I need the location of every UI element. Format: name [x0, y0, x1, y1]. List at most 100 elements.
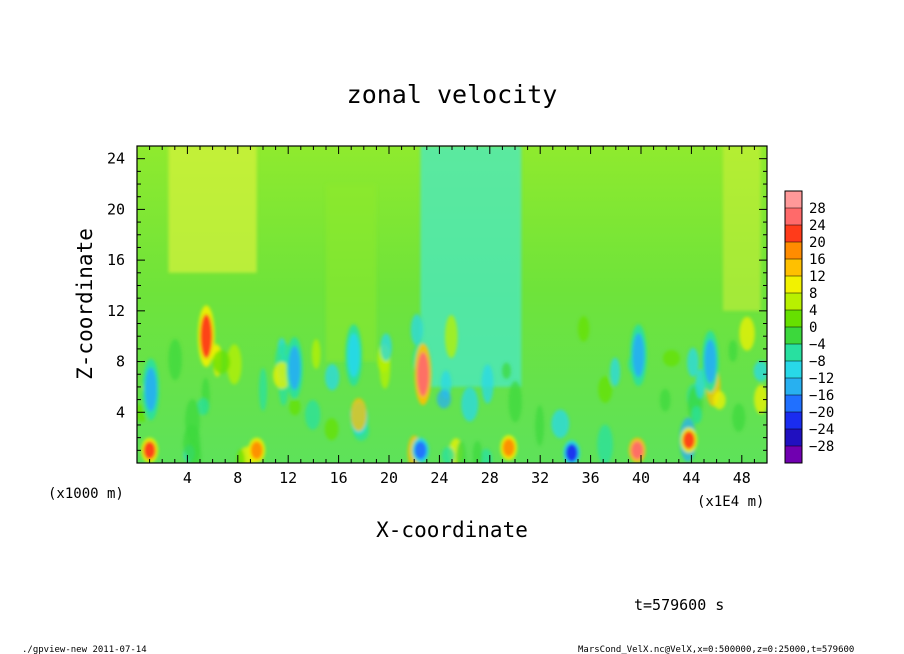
field-band-1 — [168, 146, 257, 273]
source-label: MarsCond_VelX.nc@VelX,x=0:500000,z=0:250… — [578, 645, 854, 654]
field-cell — [212, 350, 231, 374]
chart-title: zonal velocity — [347, 80, 558, 109]
colorbar-label: −16 — [809, 388, 834, 404]
field-cell — [695, 368, 706, 399]
field-feature-core — [144, 367, 157, 412]
x-tick-label: 36 — [582, 469, 600, 487]
field-cell — [441, 446, 455, 463]
colorbar-label: −20 — [809, 405, 834, 421]
y-tick-label: 24 — [107, 150, 125, 168]
field-feature-core — [414, 441, 427, 460]
field-feature-core — [347, 333, 360, 378]
field-cell — [728, 340, 738, 362]
field-feature-core — [250, 441, 263, 460]
field-cell — [305, 399, 321, 430]
colorbar-swatch — [785, 327, 802, 344]
colorbar-swatch — [785, 378, 802, 395]
colorbar-label: 16 — [809, 252, 826, 268]
field-cell — [551, 409, 570, 439]
field-feature-core — [704, 339, 717, 384]
field-cell — [687, 347, 699, 377]
x-axis-label: X-coordinate — [376, 518, 528, 542]
field-cell — [325, 363, 340, 391]
colorbar-swatch — [785, 395, 802, 412]
field-cell — [311, 339, 321, 370]
colorbar-swatch — [785, 412, 802, 429]
field-cell — [577, 316, 590, 342]
field-cell — [185, 398, 200, 442]
field-cell — [691, 406, 702, 424]
field-cell — [456, 440, 467, 463]
field-cell — [236, 449, 246, 463]
colorbar-label: 0 — [809, 320, 817, 336]
y-tick-label: 12 — [107, 302, 125, 320]
colorbar-swatch — [785, 344, 802, 361]
field-cell — [662, 349, 681, 367]
colorbar-swatch — [785, 276, 802, 293]
field-cell — [659, 388, 671, 412]
field-cell — [350, 398, 367, 432]
field-feature-core — [682, 431, 695, 450]
y-tick-label: 16 — [107, 251, 125, 269]
y-axis-label: Z-coordinate — [73, 228, 97, 380]
field-cell — [598, 376, 613, 403]
y-tick-label: 20 — [107, 200, 125, 218]
field-feature-core — [417, 352, 430, 397]
field-cell — [461, 386, 479, 422]
field-cell — [597, 424, 613, 463]
field-band-2 — [420, 146, 522, 387]
colorbar-label: −28 — [809, 439, 834, 455]
field-cell — [168, 338, 182, 381]
field-cell — [258, 367, 268, 411]
colorbar-swatch — [785, 429, 802, 446]
field-feature-core — [565, 443, 578, 462]
x-tick-label: 44 — [682, 469, 700, 487]
x-tick-label: 28 — [481, 469, 499, 487]
field-feature-core — [632, 333, 645, 378]
field-cell — [739, 316, 755, 351]
field-feature-core — [288, 345, 301, 390]
field-cell — [226, 344, 242, 385]
x-tick-label: 32 — [531, 469, 549, 487]
field-band-3 — [722, 146, 761, 311]
x-tick-label: 16 — [330, 469, 348, 487]
x-tick-label: 8 — [233, 469, 242, 487]
field-cell — [609, 357, 621, 387]
colorbar-swatch — [785, 242, 802, 259]
x-tick-label: 48 — [733, 469, 751, 487]
field-cell — [380, 333, 392, 362]
colorbar-swatch — [785, 293, 802, 310]
field-cell — [732, 403, 746, 432]
field-cell — [501, 362, 511, 379]
x-tick-label: 40 — [632, 469, 650, 487]
colorbar-swatch — [785, 361, 802, 378]
colorbar-label: 20 — [809, 235, 826, 251]
x-tick-label: 24 — [430, 469, 448, 487]
field-cell — [444, 315, 458, 359]
colorbar-swatch — [785, 446, 802, 463]
colorbar-swatch — [785, 225, 802, 242]
field-cell — [410, 313, 423, 346]
colorbar-label: 24 — [809, 218, 826, 234]
colorbar-label: 8 — [809, 286, 817, 302]
field-feature-core — [631, 441, 644, 460]
field-feature-core — [200, 314, 213, 359]
colorbar-swatch — [785, 191, 802, 208]
colorbar-label: 12 — [809, 269, 826, 285]
colorbar-label: −8 — [809, 354, 826, 370]
program-label: ./gpview-new 2011-07-14 — [22, 645, 147, 654]
field-feature-core — [502, 438, 515, 457]
field-cell — [508, 381, 522, 423]
x-tick-label: 20 — [380, 469, 398, 487]
colorbar-swatch — [785, 208, 802, 225]
field-cell — [713, 391, 726, 410]
y-tick-label: 4 — [116, 403, 125, 421]
field-cell — [324, 418, 339, 441]
colorbar-label: −12 — [809, 371, 834, 387]
field-cell — [289, 398, 301, 416]
colorbar-label: 4 — [809, 303, 817, 319]
field-cell — [754, 384, 767, 414]
time-label: t=579600 s — [634, 596, 724, 614]
